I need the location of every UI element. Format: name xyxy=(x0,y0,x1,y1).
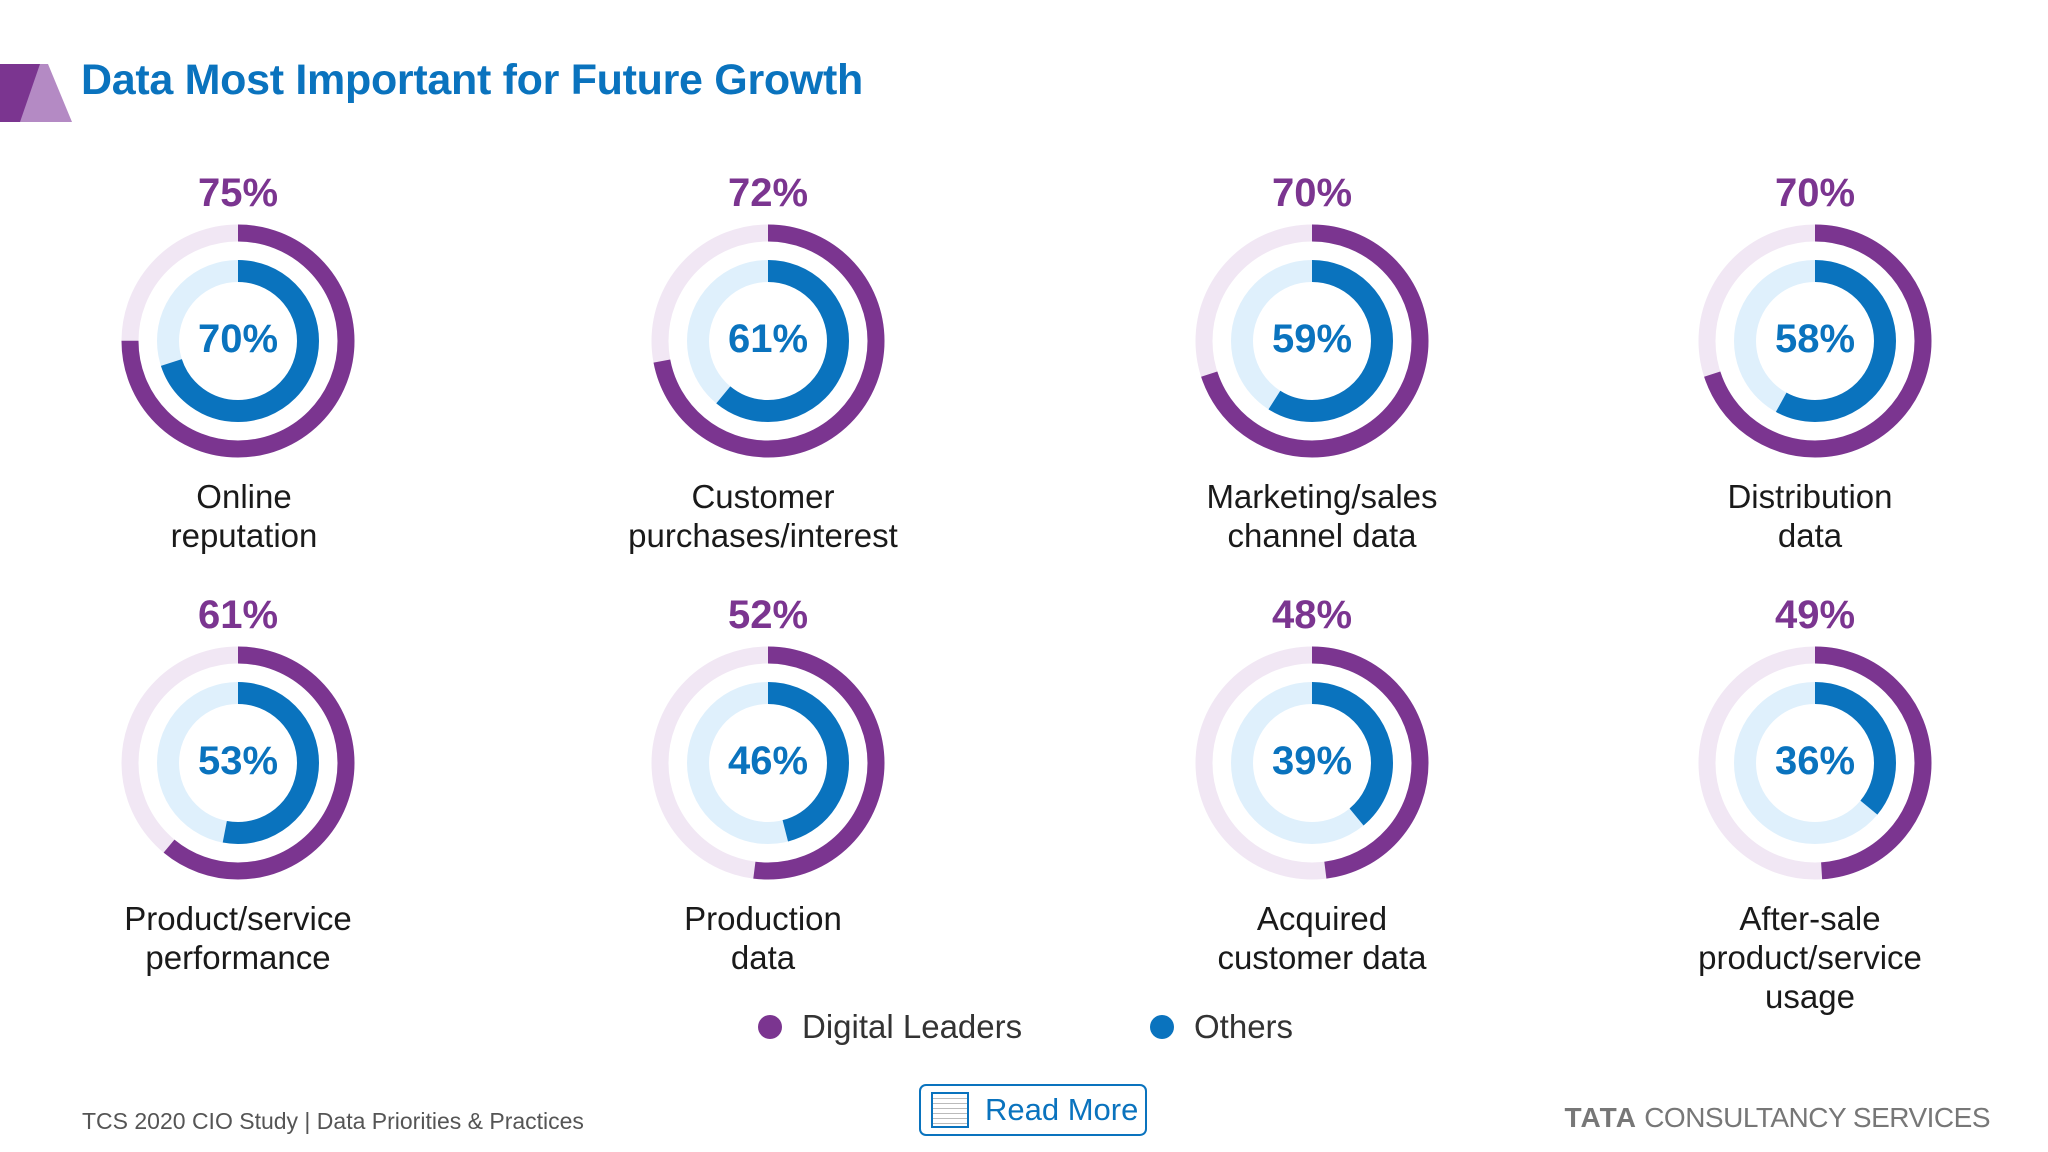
category-label: Product/service performance xyxy=(68,899,408,977)
legend-digital-leaders: Digital Leaders xyxy=(758,1008,1022,1046)
others-value: 46% xyxy=(727,739,809,783)
page-title: Data Most Important for Future Growth xyxy=(81,56,863,104)
legend-dot-purple-icon xyxy=(758,1015,782,1039)
tcs-logo: TATA CONSULTANCY SERVICES xyxy=(1565,1102,1991,1134)
category-label-line: Acquired xyxy=(1256,900,1388,937)
category-label: Customer purchases/interest xyxy=(593,477,933,555)
others-arc xyxy=(1231,260,1393,422)
category-label: After-sale product/service usage xyxy=(1640,899,1980,1016)
category-label-line: customer data xyxy=(1217,939,1427,976)
category-label-line: data xyxy=(730,939,796,976)
category-label-line: After-sale xyxy=(1739,900,1881,937)
digital-leaders-arc xyxy=(1195,224,1429,458)
category-label-line: channel data xyxy=(1227,517,1417,554)
others-arc xyxy=(687,682,849,844)
others-arc xyxy=(1734,260,1896,422)
category-label-line: product/service xyxy=(1698,939,1922,976)
legend-others: Others xyxy=(1150,1008,1293,1046)
corner-logo-shape xyxy=(0,64,72,122)
footer-source: TCS 2020 CIO Study | Data Priorities & P… xyxy=(82,1108,584,1134)
category-label: Distribution data xyxy=(1640,477,1980,555)
read-more-button[interactable]: Read More xyxy=(919,1084,1147,1136)
category-label: Marketing/sales channel data xyxy=(1152,477,1492,555)
category-label-line: usage xyxy=(1765,978,1855,1015)
digital-leaders-value: 70% xyxy=(1774,171,1856,215)
others-arc xyxy=(1231,682,1393,844)
read-more-label: Read More xyxy=(985,1092,1139,1127)
digital-leaders-value: 52% xyxy=(727,593,809,637)
others-value: 61% xyxy=(727,317,809,361)
category-label-line: Customer xyxy=(691,478,835,515)
category-label-line: purchases/interest xyxy=(628,517,898,554)
digital-leaders-value: 61% xyxy=(197,593,279,637)
digital-leaders-arc xyxy=(651,224,885,458)
category-label-line: Production xyxy=(684,900,842,937)
digital-leaders-arc xyxy=(1195,646,1429,880)
others-arc xyxy=(157,260,319,422)
category-label: Acquired customer data xyxy=(1152,899,1492,977)
others-value: 59% xyxy=(1271,317,1353,361)
digital-leaders-value: 49% xyxy=(1774,593,1856,637)
digital-leaders-value: 48% xyxy=(1271,593,1353,637)
category-label-line: Product/service xyxy=(124,900,352,937)
digital-leaders-value: 70% xyxy=(1271,171,1353,215)
others-arc xyxy=(687,260,849,422)
others-value: 53% xyxy=(197,739,279,783)
category-label-line: Marketing/sales xyxy=(1206,478,1438,515)
legend-dot-blue-icon xyxy=(1150,1015,1174,1039)
others-value: 58% xyxy=(1774,317,1856,361)
category-label-line: reputation xyxy=(170,517,318,554)
digital-leaders-arc xyxy=(121,224,355,458)
others-value: 36% xyxy=(1774,739,1856,783)
digital-leaders-value: 75% xyxy=(197,171,279,215)
digital-leaders-arc xyxy=(121,646,355,880)
others-value: 70% xyxy=(197,317,279,361)
legend-label: Others xyxy=(1194,1008,1294,1045)
document-icon xyxy=(931,1092,969,1128)
category-label-line: performance xyxy=(145,939,331,976)
digital-leaders-value: 72% xyxy=(727,171,809,215)
category-label: Online reputation xyxy=(74,477,414,555)
category-label: Production data xyxy=(593,899,933,977)
digital-leaders-arc xyxy=(1698,646,1932,880)
category-label-line: data xyxy=(1777,517,1843,554)
category-label-line: Distribution xyxy=(1727,478,1893,515)
others-arc xyxy=(1734,682,1896,844)
category-label-line: Online xyxy=(196,478,292,515)
digital-leaders-arc xyxy=(651,646,885,880)
others-arc xyxy=(157,682,319,844)
others-value: 39% xyxy=(1271,739,1353,783)
brand-bold: TATA xyxy=(1564,1102,1637,1133)
legend-label: Digital Leaders xyxy=(802,1008,1023,1045)
brand-rest: CONSULTANCY SERVICES xyxy=(1636,1102,1990,1133)
digital-leaders-arc xyxy=(1698,224,1932,458)
